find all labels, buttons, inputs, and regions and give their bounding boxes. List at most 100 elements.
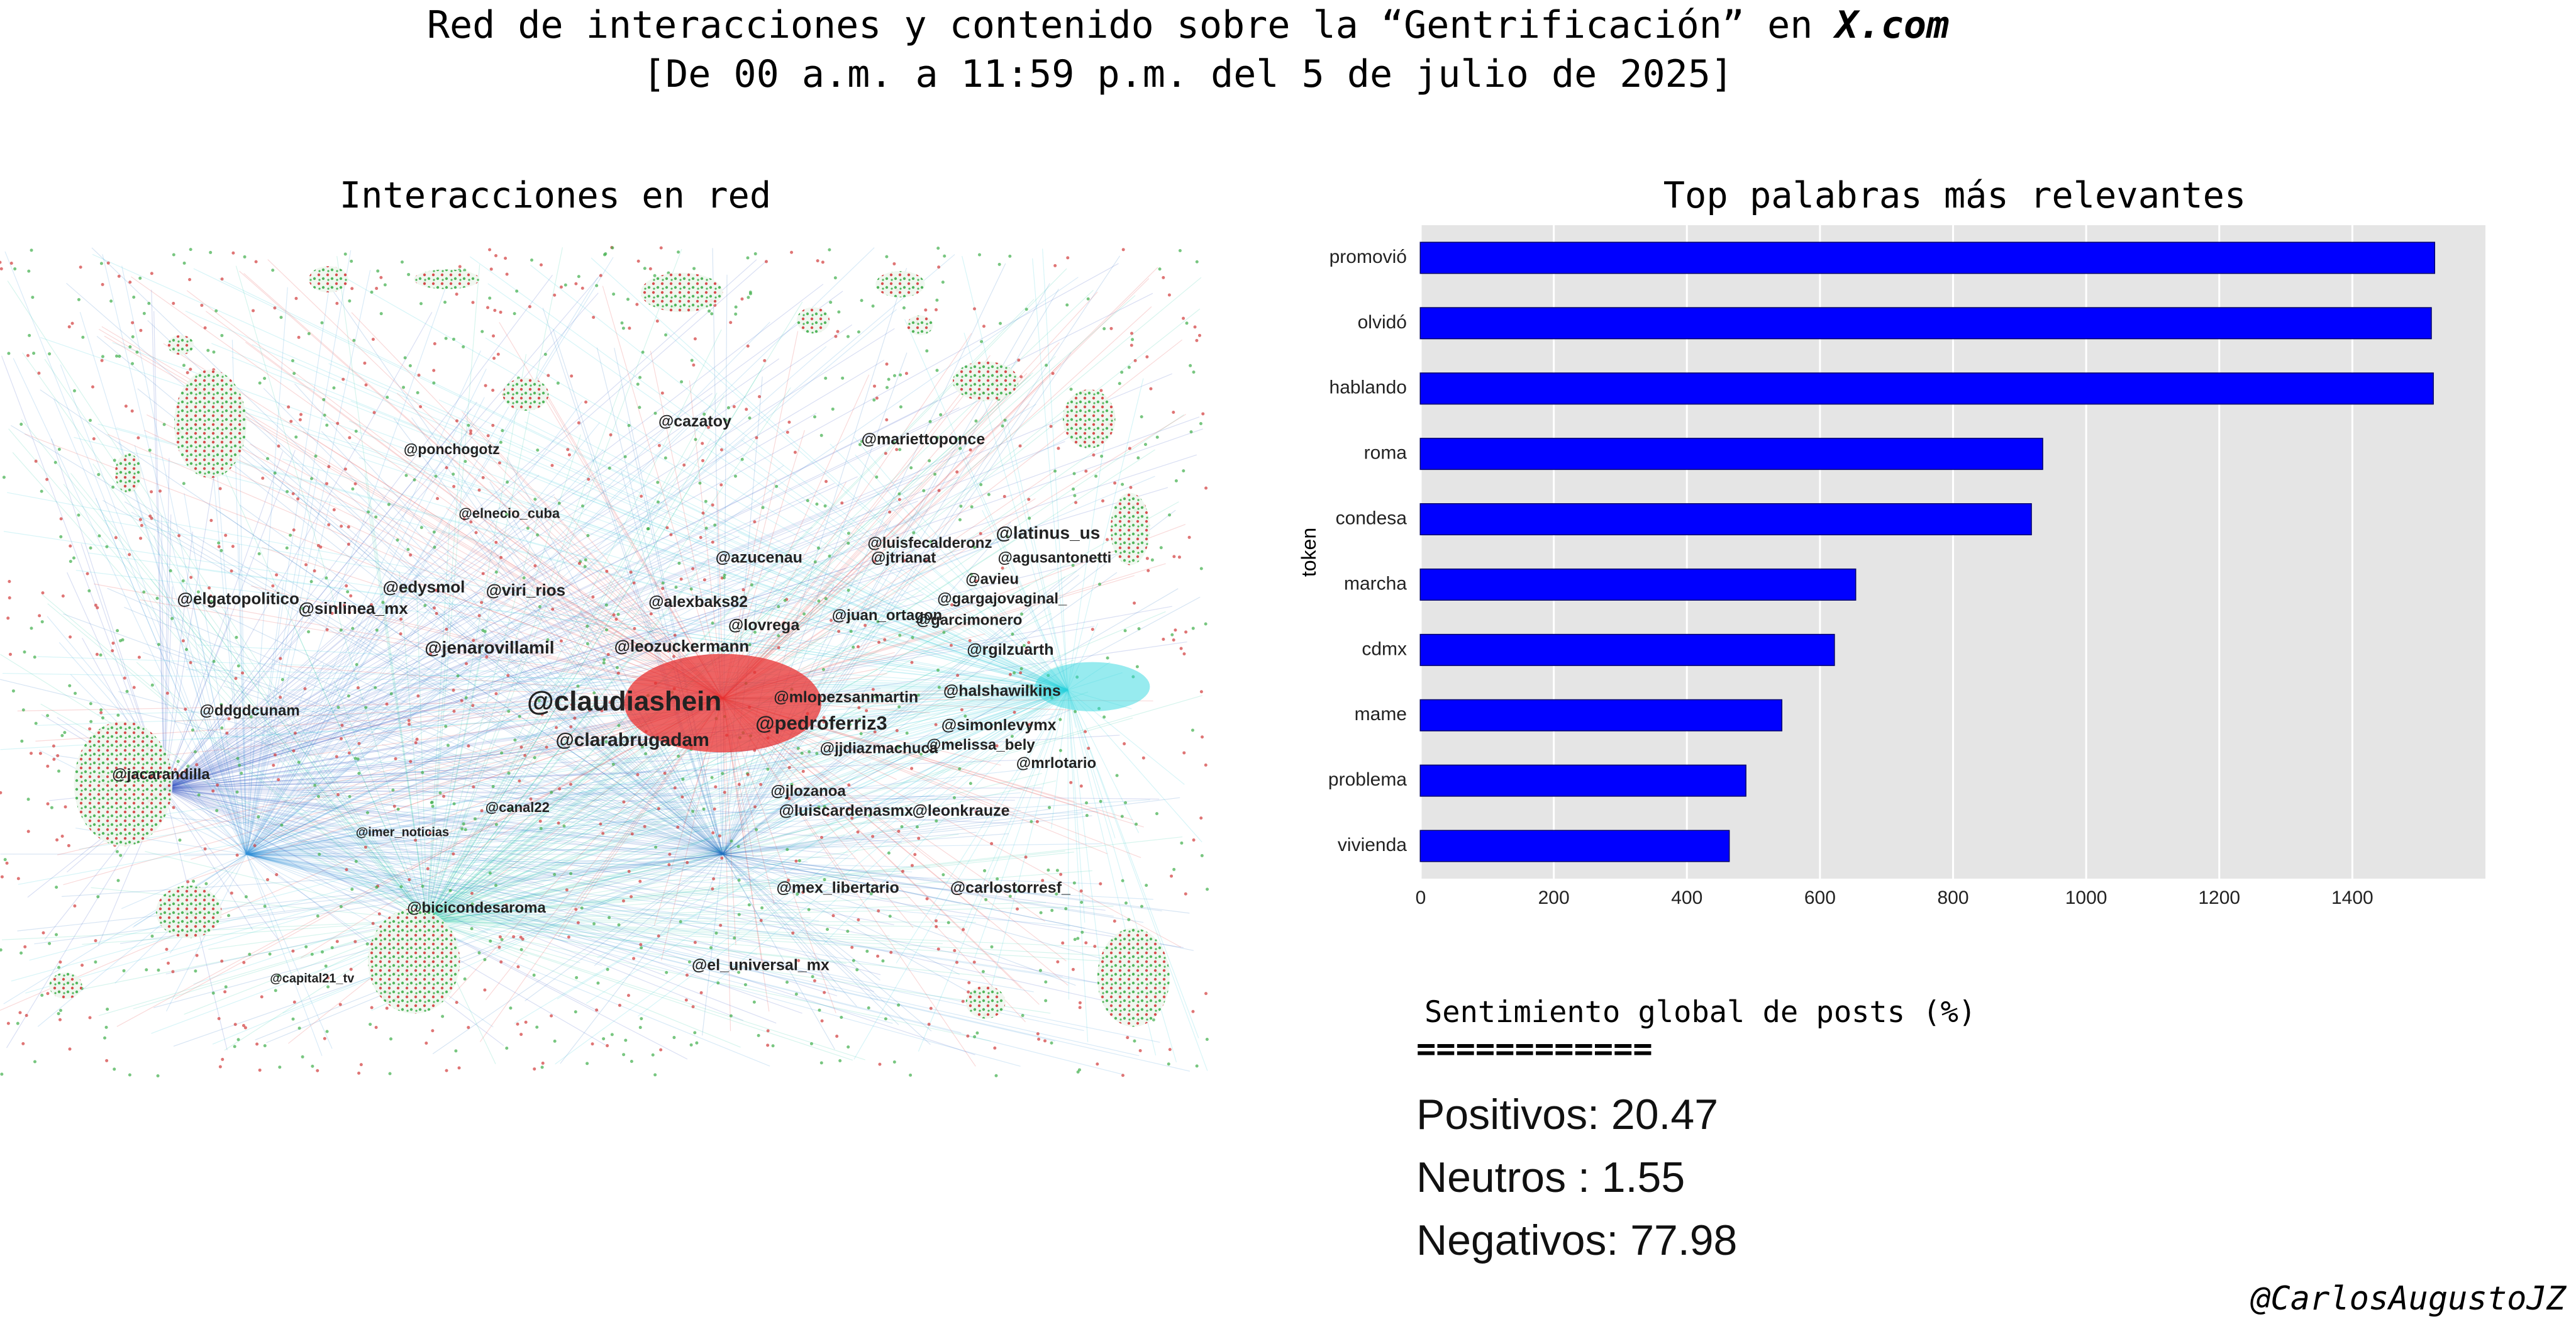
node <box>1074 709 1077 713</box>
edge <box>246 747 860 855</box>
node <box>1044 980 1048 984</box>
node <box>59 517 63 521</box>
node <box>488 296 492 300</box>
node <box>499 310 502 314</box>
node <box>610 1033 614 1037</box>
node <box>206 348 210 352</box>
node <box>357 772 361 776</box>
node <box>983 869 987 872</box>
node <box>1172 867 1176 871</box>
node <box>279 657 282 660</box>
edge <box>164 506 838 789</box>
node <box>850 945 854 949</box>
node <box>6 1021 10 1025</box>
edge <box>164 482 835 789</box>
edge <box>252 344 1069 691</box>
node <box>1172 555 1176 559</box>
node <box>649 612 653 616</box>
edge <box>723 854 855 859</box>
edge <box>10 425 723 855</box>
node <box>196 590 200 594</box>
node <box>912 531 916 535</box>
node <box>580 906 584 910</box>
node <box>32 352 36 355</box>
node <box>332 508 336 512</box>
node <box>233 1023 237 1026</box>
node <box>445 466 448 470</box>
edge <box>427 920 1006 979</box>
bar <box>1419 830 1730 862</box>
edge <box>148 672 247 855</box>
node <box>1051 372 1055 375</box>
node <box>794 993 798 996</box>
node <box>855 968 859 972</box>
node <box>452 709 456 713</box>
node <box>504 257 508 260</box>
bar <box>1419 764 1746 797</box>
edge <box>88 552 1068 691</box>
node <box>432 530 436 534</box>
node <box>586 642 589 646</box>
cluster <box>174 369 247 479</box>
node <box>858 718 862 721</box>
y-tick-label: olvidó <box>1358 312 1407 333</box>
node <box>969 572 973 576</box>
node <box>693 1031 697 1035</box>
node <box>902 559 906 562</box>
edge <box>536 377 723 699</box>
edge <box>918 689 1069 1052</box>
node <box>385 1006 389 1010</box>
node <box>822 720 826 724</box>
node <box>640 494 643 498</box>
node <box>1080 901 1084 904</box>
sentiment-value: 1.55 <box>1602 1154 1685 1201</box>
node <box>241 671 245 675</box>
node <box>684 998 688 1002</box>
node <box>452 485 456 489</box>
edge <box>469 534 723 855</box>
node <box>673 786 677 790</box>
node <box>1071 967 1075 971</box>
node <box>116 879 120 882</box>
node <box>1001 566 1004 570</box>
node <box>488 871 492 875</box>
node <box>1053 264 1057 267</box>
node <box>158 489 162 493</box>
node <box>699 535 702 539</box>
node <box>574 1010 577 1014</box>
node <box>1069 781 1073 784</box>
node <box>797 959 801 962</box>
node <box>371 338 375 342</box>
node <box>569 872 573 876</box>
node <box>236 757 240 760</box>
edge <box>722 574 1079 855</box>
node <box>984 898 988 901</box>
node <box>348 436 352 440</box>
node <box>212 660 216 664</box>
node <box>137 655 141 659</box>
node <box>150 490 153 494</box>
node <box>533 756 536 760</box>
node <box>904 372 908 375</box>
node <box>526 526 530 530</box>
node <box>711 503 714 507</box>
node <box>794 859 798 863</box>
node <box>937 265 941 269</box>
node <box>48 352 52 356</box>
node <box>321 950 325 954</box>
node <box>335 301 339 305</box>
node-label: @azucenau <box>716 549 802 567</box>
edge <box>426 611 1166 921</box>
edge <box>164 788 777 1024</box>
node <box>244 895 248 899</box>
node <box>131 362 135 365</box>
edge <box>164 525 1012 789</box>
node <box>1127 365 1131 369</box>
node <box>877 640 881 644</box>
node <box>291 492 295 496</box>
edge <box>1006 416 1069 691</box>
node <box>502 586 506 590</box>
edge <box>246 427 686 855</box>
node <box>723 574 726 577</box>
edge <box>800 679 1068 691</box>
